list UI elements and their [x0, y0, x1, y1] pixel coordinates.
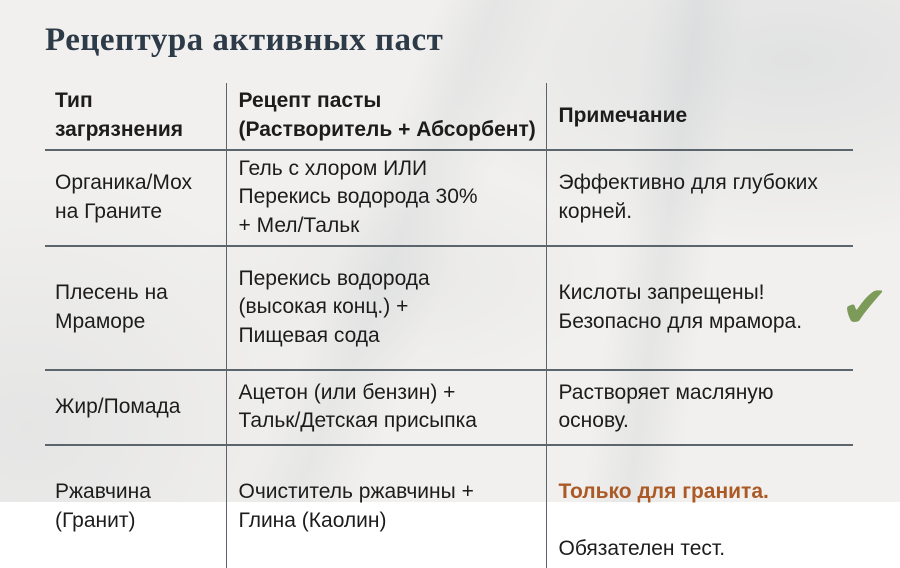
header-note: Примечание — [545, 82, 853, 151]
cell-note: Кислоты запрещены! Безопасно для мрамора… — [545, 244, 889, 370]
check-icon: ✔ — [840, 272, 889, 341]
table-row-organics-granite: Органика/Мох на Граните Гель с хлором ИЛ… — [45, 149, 853, 246]
cell-contamination-type: Органика/Мох на Граните — [55, 171, 193, 223]
cell-note: Растворяет масляную основу. — [545, 368, 853, 445]
cell-contamination-type: Ржавчина (Гранит) — [45, 443, 226, 568]
cell-note: Эффективно для глубоких корней. — [545, 149, 853, 246]
note-highlight-text: Только для гранита. — [558, 480, 769, 504]
cell-contamination-type: Плесень на Мраморе — [45, 244, 226, 370]
cell-paste-recipe: Гель с хлором ИЛИ Перекись водорода 30% … — [225, 149, 546, 246]
table-row-mold-marble: Плесень на Мраморе Перекись водорода (вы… — [45, 244, 889, 370]
note-text: Кислоты запрещены! Безопасно для мрамора… — [558, 281, 803, 333]
table-header-row: Тип загрязнения Рецепт пасты (Растворите… — [45, 82, 853, 151]
cell-paste-recipe: Перекись водорода (высокая конц.) + Пище… — [225, 244, 546, 370]
paste-recipe-table: Тип загрязнения Рецепт пасты (Растворите… — [45, 82, 889, 568]
header-paste-recipe: Рецепт пасты (Растворитель + Абсорбент) — [225, 82, 546, 151]
cell-paste-recipe: Ацетон (или бензин) + Тальк/Детская прис… — [225, 368, 546, 445]
table-row-grease-pomade: Жир/Помада Ацетон (или бензин) + Тальк/Д… — [45, 368, 853, 445]
table-row-rust-granite: Ржавчина (Гранит) Очиститель ржавчины + … — [45, 443, 853, 568]
page-title: Рецептура активных паст — [45, 22, 444, 58]
header-contamination-type: Тип загрязнения — [45, 82, 226, 151]
cell-contamination-type: Жир/Помада — [45, 368, 226, 445]
cell-paste-recipe: Очиститель ржавчины + Глина (Каолин) — [225, 443, 546, 568]
note-text: Обязателен тест. — [558, 537, 726, 561]
cell-note: Только для гранита. Обязателен тест. — [545, 443, 853, 568]
